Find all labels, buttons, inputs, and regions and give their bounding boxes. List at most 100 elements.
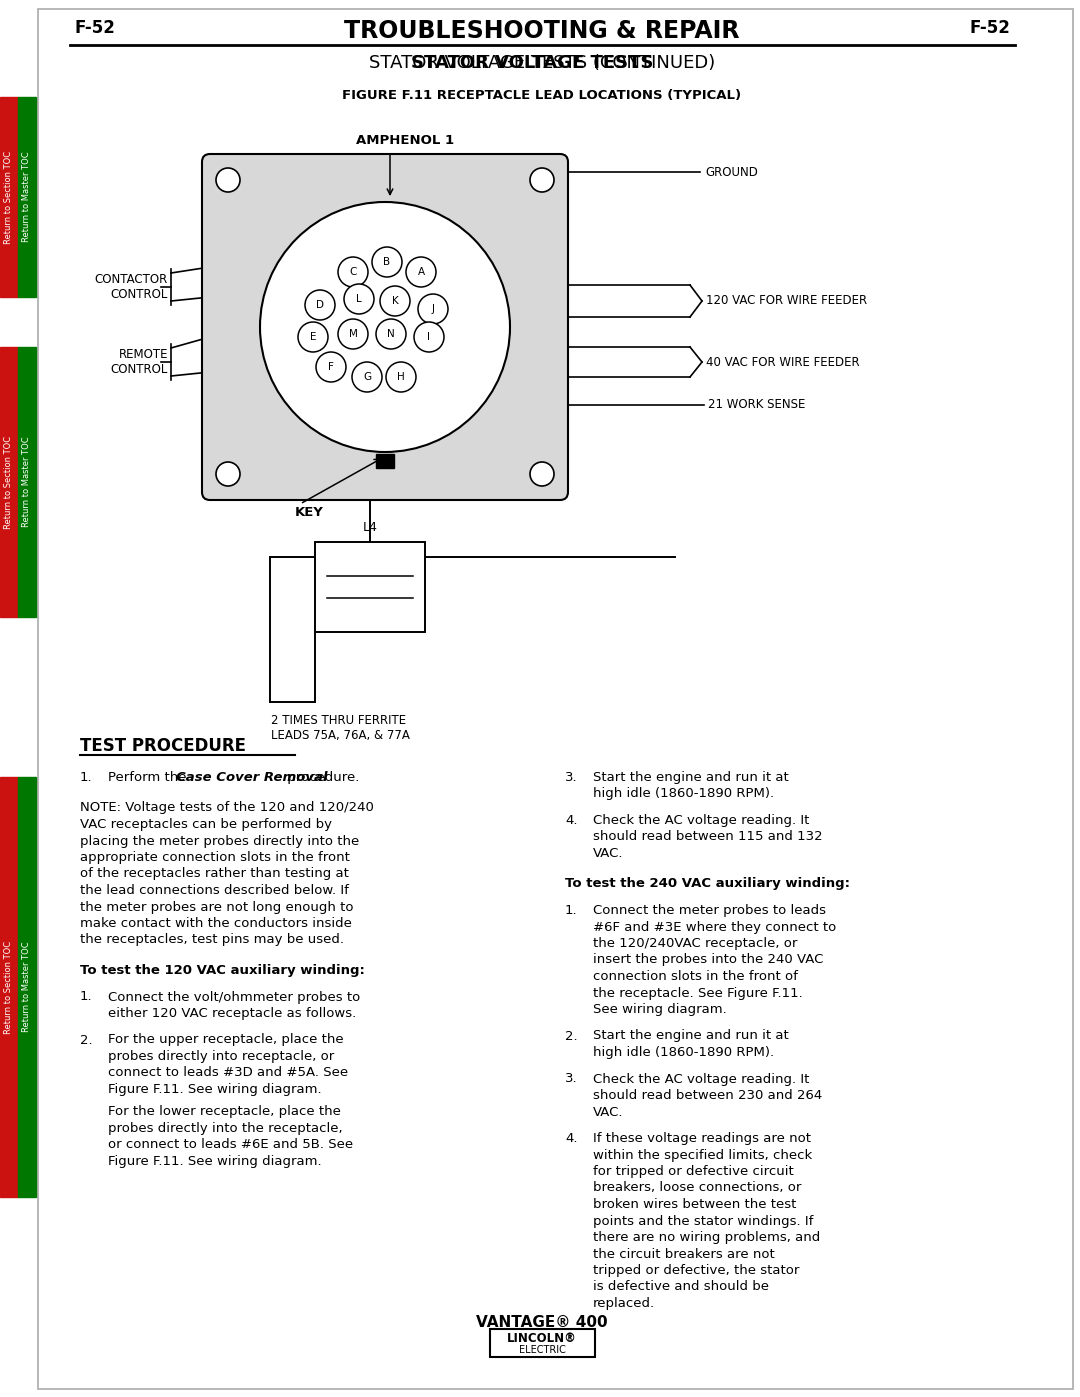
Text: make contact with the conductors inside: make contact with the conductors inside: [80, 916, 352, 930]
Text: Case Cover Removal: Case Cover Removal: [176, 771, 327, 784]
Circle shape: [216, 168, 240, 191]
Bar: [376, 454, 394, 468]
Text: 2 TIMES THRU FERRITE
LEADS 75A, 76A, & 77A: 2 TIMES THRU FERRITE LEADS 75A, 76A, & 7…: [271, 714, 409, 742]
Bar: [18, 777, 36, 1197]
Text: there are no wiring problems, and: there are no wiring problems, and: [593, 1231, 820, 1243]
Text: K: K: [392, 296, 399, 306]
Text: 3.: 3.: [565, 771, 578, 784]
Text: Connect the volt/ohmmeter probes to: Connect the volt/ohmmeter probes to: [108, 990, 361, 1003]
Text: tripped or defective, the stator: tripped or defective, the stator: [593, 1264, 799, 1277]
Text: 40 VAC FOR WIRE FEEDER: 40 VAC FOR WIRE FEEDER: [706, 355, 860, 369]
Text: For the upper receptacle, place the: For the upper receptacle, place the: [108, 1034, 343, 1046]
Text: 1.: 1.: [80, 990, 93, 1003]
Text: KEY: KEY: [295, 506, 324, 518]
Text: 4.: 4.: [565, 1132, 578, 1146]
Text: G: G: [363, 372, 372, 381]
Text: the receptacles, test pins may be used.: the receptacles, test pins may be used.: [80, 933, 345, 947]
Text: Return to Master TOC: Return to Master TOC: [23, 152, 31, 242]
Text: To test the 120 VAC auxiliary winding:: To test the 120 VAC auxiliary winding:: [80, 964, 365, 977]
Text: 21 WORK SENSE: 21 WORK SENSE: [708, 398, 806, 412]
Circle shape: [380, 286, 410, 316]
Text: STATOR VOLTAGE TESTS (CONTINUED): STATOR VOLTAGE TESTS (CONTINUED): [369, 54, 715, 73]
Text: B: B: [383, 257, 391, 267]
Text: TEST PROCEDURE: TEST PROCEDURE: [80, 738, 246, 754]
Text: placing the meter probes directly into the: placing the meter probes directly into t…: [80, 834, 360, 848]
Bar: [0, 777, 18, 1197]
Text: Return to Section TOC: Return to Section TOC: [4, 940, 14, 1034]
Text: M: M: [349, 330, 357, 339]
Text: LINCOLN®: LINCOLN®: [508, 1333, 577, 1345]
Text: F-52: F-52: [75, 20, 116, 36]
Text: high idle (1860-1890 RPM).: high idle (1860-1890 RPM).: [593, 1046, 774, 1059]
Bar: [18, 96, 36, 298]
Text: broken wires between the test: broken wires between the test: [593, 1199, 796, 1211]
Circle shape: [418, 293, 448, 324]
Text: the receptacle. See Figure F.11.: the receptacle. See Figure F.11.: [593, 986, 802, 999]
Text: GROUND: GROUND: [705, 165, 758, 179]
Text: within the specified limits, check: within the specified limits, check: [593, 1148, 812, 1161]
Text: See wiring diagram.: See wiring diagram.: [593, 1003, 727, 1016]
Circle shape: [414, 321, 444, 352]
Text: for tripped or defective circuit: for tripped or defective circuit: [593, 1165, 794, 1178]
Text: Start the engine and run it at: Start the engine and run it at: [593, 771, 788, 784]
Circle shape: [386, 362, 416, 393]
Circle shape: [298, 321, 328, 352]
Text: breakers, loose connections, or: breakers, loose connections, or: [593, 1182, 801, 1194]
Text: Figure F.11. See wiring diagram.: Figure F.11. See wiring diagram.: [108, 1155, 322, 1168]
Text: If these voltage readings are not: If these voltage readings are not: [593, 1132, 811, 1146]
Text: the lead connections described below. If: the lead connections described below. If: [80, 884, 349, 897]
Text: E: E: [310, 332, 316, 342]
Circle shape: [260, 203, 510, 453]
Text: TROUBLESHOOTING & REPAIR: TROUBLESHOOTING & REPAIR: [345, 20, 740, 43]
Text: ELECTRIC: ELECTRIC: [518, 1345, 566, 1355]
Text: 120 VAC FOR WIRE FEEDER: 120 VAC FOR WIRE FEEDER: [706, 295, 867, 307]
Circle shape: [376, 319, 406, 349]
Text: should read between 230 and 264: should read between 230 and 264: [593, 1090, 822, 1102]
Text: NOTE: Voltage tests of the 120 and 120/240: NOTE: Voltage tests of the 120 and 120/2…: [80, 802, 374, 814]
Text: should read between 115 and 132: should read between 115 and 132: [593, 830, 823, 844]
Text: CONTACTOR
CONTROL: CONTACTOR CONTROL: [95, 272, 168, 300]
Text: of the receptacles rather than testing at: of the receptacles rather than testing a…: [80, 868, 349, 880]
Text: I: I: [428, 332, 431, 342]
Circle shape: [406, 257, 436, 286]
Text: replaced.: replaced.: [593, 1296, 656, 1310]
Text: probes directly into the receptacle,: probes directly into the receptacle,: [108, 1122, 342, 1134]
Text: AMPHENOL 1: AMPHENOL 1: [356, 134, 454, 147]
Circle shape: [530, 462, 554, 486]
Circle shape: [372, 247, 402, 277]
Text: Return to Master TOC: Return to Master TOC: [23, 437, 31, 527]
Text: the meter probes are not long enough to: the meter probes are not long enough to: [80, 901, 353, 914]
Text: Start the engine and run it at: Start the engine and run it at: [593, 1030, 788, 1042]
Text: STATOR VOLTAGE TESTS: STATOR VOLTAGE TESTS: [410, 54, 653, 73]
Text: 4.: 4.: [565, 814, 578, 827]
Text: Connect the meter probes to leads: Connect the meter probes to leads: [593, 904, 826, 916]
Text: D: D: [316, 300, 324, 310]
Circle shape: [530, 168, 554, 191]
Text: F: F: [328, 362, 334, 372]
Bar: [0, 346, 18, 617]
Circle shape: [216, 462, 240, 486]
Text: Return to Section TOC: Return to Section TOC: [4, 436, 14, 528]
Text: connection slots in the front of: connection slots in the front of: [593, 970, 798, 983]
Text: insert the probes into the 240 VAC: insert the probes into the 240 VAC: [593, 954, 823, 967]
Text: #6F and #3E where they connect to: #6F and #3E where they connect to: [593, 921, 836, 933]
Circle shape: [338, 319, 368, 349]
Text: 2.: 2.: [565, 1030, 578, 1042]
Circle shape: [345, 284, 374, 314]
FancyBboxPatch shape: [202, 154, 568, 500]
Text: is defective and should be: is defective and should be: [593, 1281, 769, 1294]
Text: probes directly into receptacle, or: probes directly into receptacle, or: [108, 1051, 334, 1063]
Text: Figure F.11. See wiring diagram.: Figure F.11. See wiring diagram.: [108, 1083, 322, 1097]
Text: L4: L4: [363, 521, 377, 534]
Text: L: L: [356, 293, 362, 305]
Text: 1.: 1.: [80, 771, 93, 784]
Circle shape: [316, 352, 346, 381]
Bar: [0, 96, 18, 298]
Text: For the lower receptacle, place the: For the lower receptacle, place the: [108, 1105, 341, 1119]
Text: Check the AC voltage reading. It: Check the AC voltage reading. It: [593, 1073, 809, 1085]
Text: procedure.: procedure.: [283, 771, 360, 784]
Text: the circuit breakers are not: the circuit breakers are not: [593, 1248, 774, 1260]
Text: C: C: [349, 267, 356, 277]
Text: N: N: [387, 330, 395, 339]
Bar: [18, 346, 36, 617]
